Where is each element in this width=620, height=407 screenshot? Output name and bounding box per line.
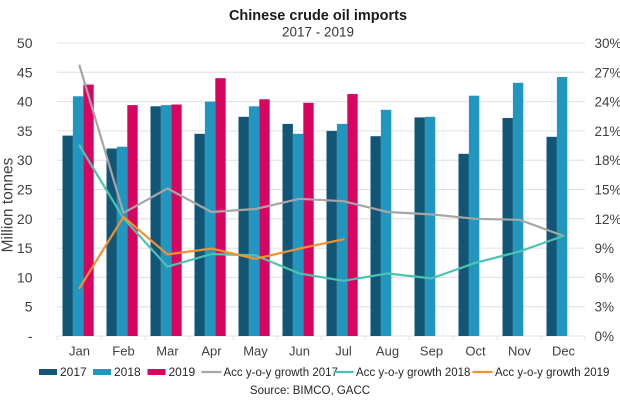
svg-text:Oct: Oct: [465, 344, 486, 359]
svg-text:24%: 24%: [595, 95, 620, 110]
svg-text:50: 50: [17, 35, 33, 51]
svg-text:9%: 9%: [595, 241, 615, 256]
svg-text:20: 20: [17, 211, 33, 227]
svg-text:Aug: Aug: [376, 344, 399, 359]
svg-text:15: 15: [17, 240, 33, 256]
svg-text:Source: BIMCO, GACC: Source: BIMCO, GACC: [250, 385, 370, 397]
svg-text:5: 5: [25, 299, 33, 315]
svg-text:Dec: Dec: [552, 344, 576, 359]
svg-text:Sep: Sep: [420, 344, 443, 359]
svg-text:Acc y-o-y growth 2019: Acc y-o-y growth 2019: [495, 367, 609, 379]
svg-text:27%: 27%: [595, 65, 620, 80]
svg-text:25: 25: [17, 182, 33, 198]
svg-text:15%: 15%: [595, 183, 620, 198]
svg-text:18%: 18%: [595, 153, 620, 168]
svg-text:Jul: Jul: [335, 344, 352, 359]
svg-text:Mar: Mar: [156, 344, 179, 359]
svg-text:Nov: Nov: [508, 344, 532, 359]
svg-text:-: -: [28, 328, 33, 344]
svg-text:21%: 21%: [595, 124, 620, 139]
svg-text:Chinese crude oil imports: Chinese crude oil imports: [229, 8, 407, 24]
svg-text:35: 35: [17, 123, 33, 139]
svg-text:40: 40: [17, 94, 33, 110]
svg-text:Million tonnes: Million tonnes: [0, 157, 17, 252]
svg-text:2019: 2019: [169, 365, 196, 379]
svg-text:Feb: Feb: [112, 344, 134, 359]
svg-text:Jun: Jun: [289, 344, 310, 359]
svg-text:10: 10: [17, 269, 33, 285]
svg-text:2017: 2017: [60, 365, 87, 379]
svg-text:6%: 6%: [595, 270, 615, 285]
svg-text:3%: 3%: [595, 300, 615, 315]
svg-text:Apr: Apr: [201, 344, 222, 359]
svg-text:2017 - 2019: 2017 - 2019: [282, 25, 354, 40]
svg-text:Acc y-o-y growth 2018: Acc y-o-y growth 2018: [356, 367, 470, 379]
svg-text:2018: 2018: [114, 365, 141, 379]
svg-text:0%: 0%: [595, 329, 615, 344]
svg-text:May: May: [243, 344, 268, 359]
svg-text:Jan: Jan: [69, 344, 90, 359]
svg-text:30: 30: [17, 152, 33, 168]
svg-text:Acc y-o-y growth 2017: Acc y-o-y growth 2017: [224, 367, 338, 379]
svg-text:30%: 30%: [595, 36, 620, 51]
svg-text:45: 45: [17, 64, 33, 80]
svg-text:12%: 12%: [595, 212, 620, 227]
